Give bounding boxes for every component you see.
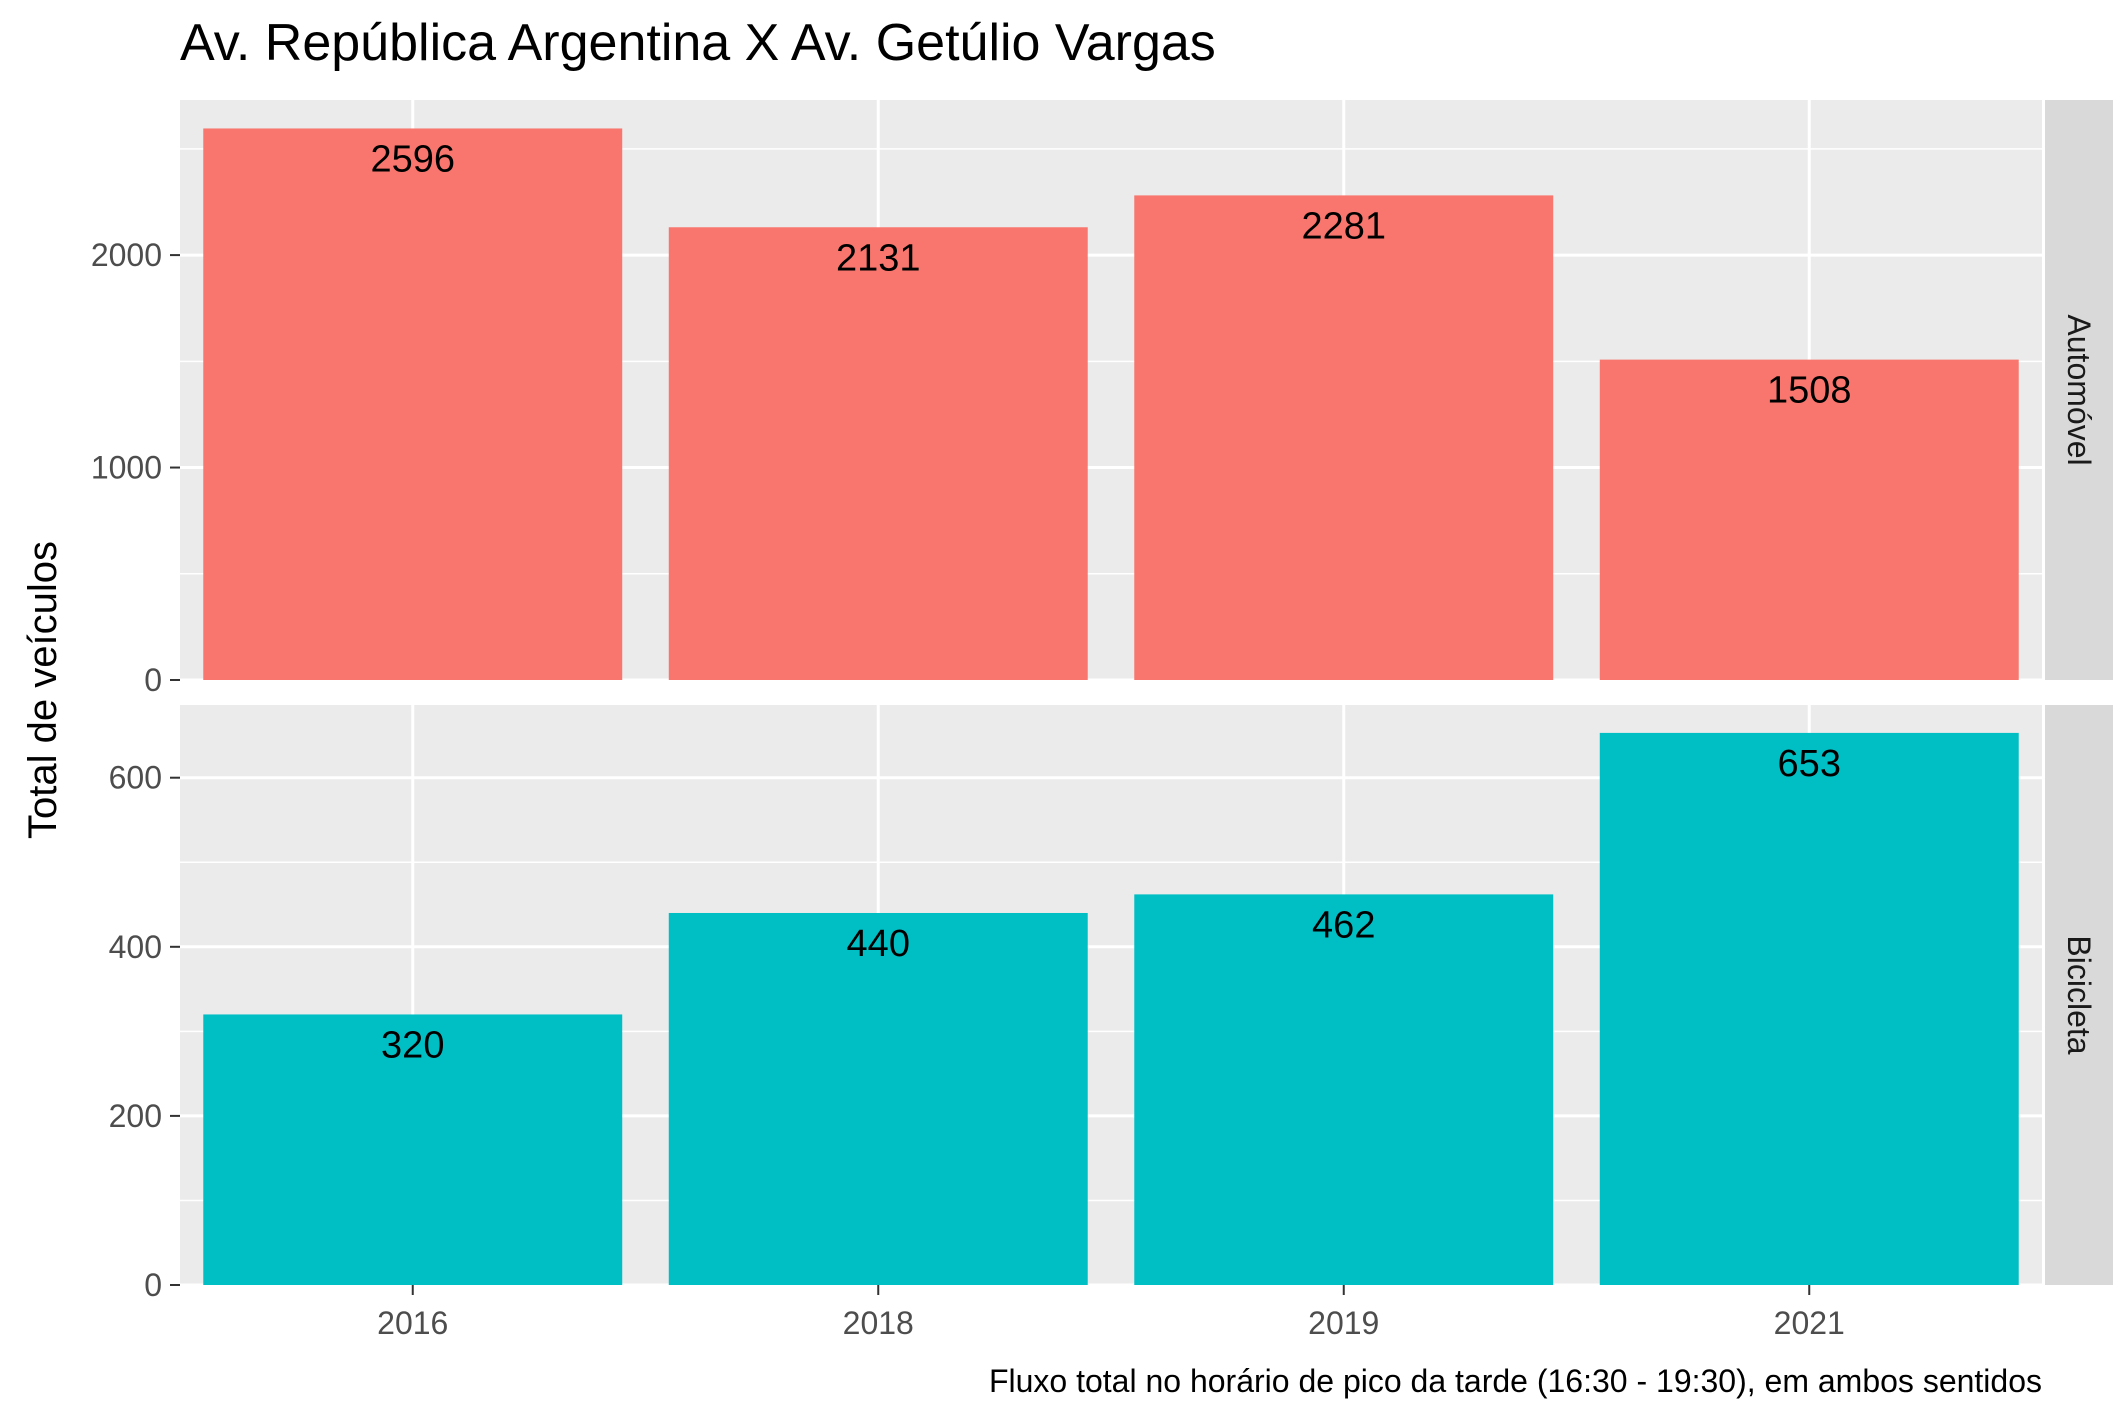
y-tick-label: 2000 bbox=[91, 237, 162, 273]
chart-title: Av. República Argentina X Av. Getúlio Va… bbox=[180, 14, 1216, 72]
bar-automóvel-2019 bbox=[1134, 195, 1554, 680]
plot-layer: 2596213122811508010002000Automóvel320440… bbox=[91, 100, 2113, 1341]
y-tick-label: 400 bbox=[109, 929, 162, 965]
data-label: 1508 bbox=[1767, 370, 1852, 412]
chart-caption: Fluxo total no horário de pico da tarde … bbox=[989, 1363, 2042, 1399]
y-tick-label: 1000 bbox=[91, 450, 162, 486]
data-label: 462 bbox=[1312, 904, 1375, 946]
facet-strip-label: Bicicleta bbox=[2061, 935, 2097, 1054]
data-label: 2131 bbox=[836, 237, 921, 279]
x-tick-label: 2018 bbox=[843, 1305, 914, 1341]
bar-automóvel-2016 bbox=[203, 128, 623, 680]
bar-bicicleta-2019 bbox=[1134, 894, 1554, 1285]
bar-bicicleta-2021 bbox=[1599, 732, 2019, 1285]
facet-strip bbox=[2045, 705, 2113, 1285]
data-label: 653 bbox=[1778, 743, 1841, 785]
y-axis-label: Total de veículos bbox=[21, 541, 65, 839]
data-label: 2596 bbox=[370, 138, 455, 180]
bar-automóvel-2021 bbox=[1599, 359, 2019, 680]
x-tick-label: 2021 bbox=[1774, 1305, 1845, 1341]
y-tick-label: 0 bbox=[144, 1267, 162, 1303]
bar-bicicleta-2018 bbox=[668, 912, 1088, 1285]
y-tick-label: 600 bbox=[109, 760, 162, 796]
x-tick-label: 2016 bbox=[377, 1305, 448, 1341]
bar-automóvel-2018 bbox=[668, 227, 1088, 680]
facet-strip-label: Automóvel bbox=[2061, 314, 2097, 465]
y-tick-label: 0 bbox=[144, 662, 162, 698]
data-label: 2281 bbox=[1301, 205, 1386, 247]
data-label: 320 bbox=[381, 1024, 444, 1066]
y-tick-label: 200 bbox=[109, 1098, 162, 1134]
facet-strip bbox=[2045, 100, 2113, 680]
x-tick-label: 2019 bbox=[1308, 1305, 1379, 1341]
facet-panel-2: 320 440 462 653 0 200 400 600 Bicicleta bbox=[109, 705, 2113, 1303]
facet-panel-1: 2596 2131 2281 1508 0 1000 2000 Automóvel bbox=[91, 100, 2113, 698]
data-label: 440 bbox=[847, 923, 910, 965]
bar-bicicleta-2016 bbox=[203, 1014, 623, 1285]
